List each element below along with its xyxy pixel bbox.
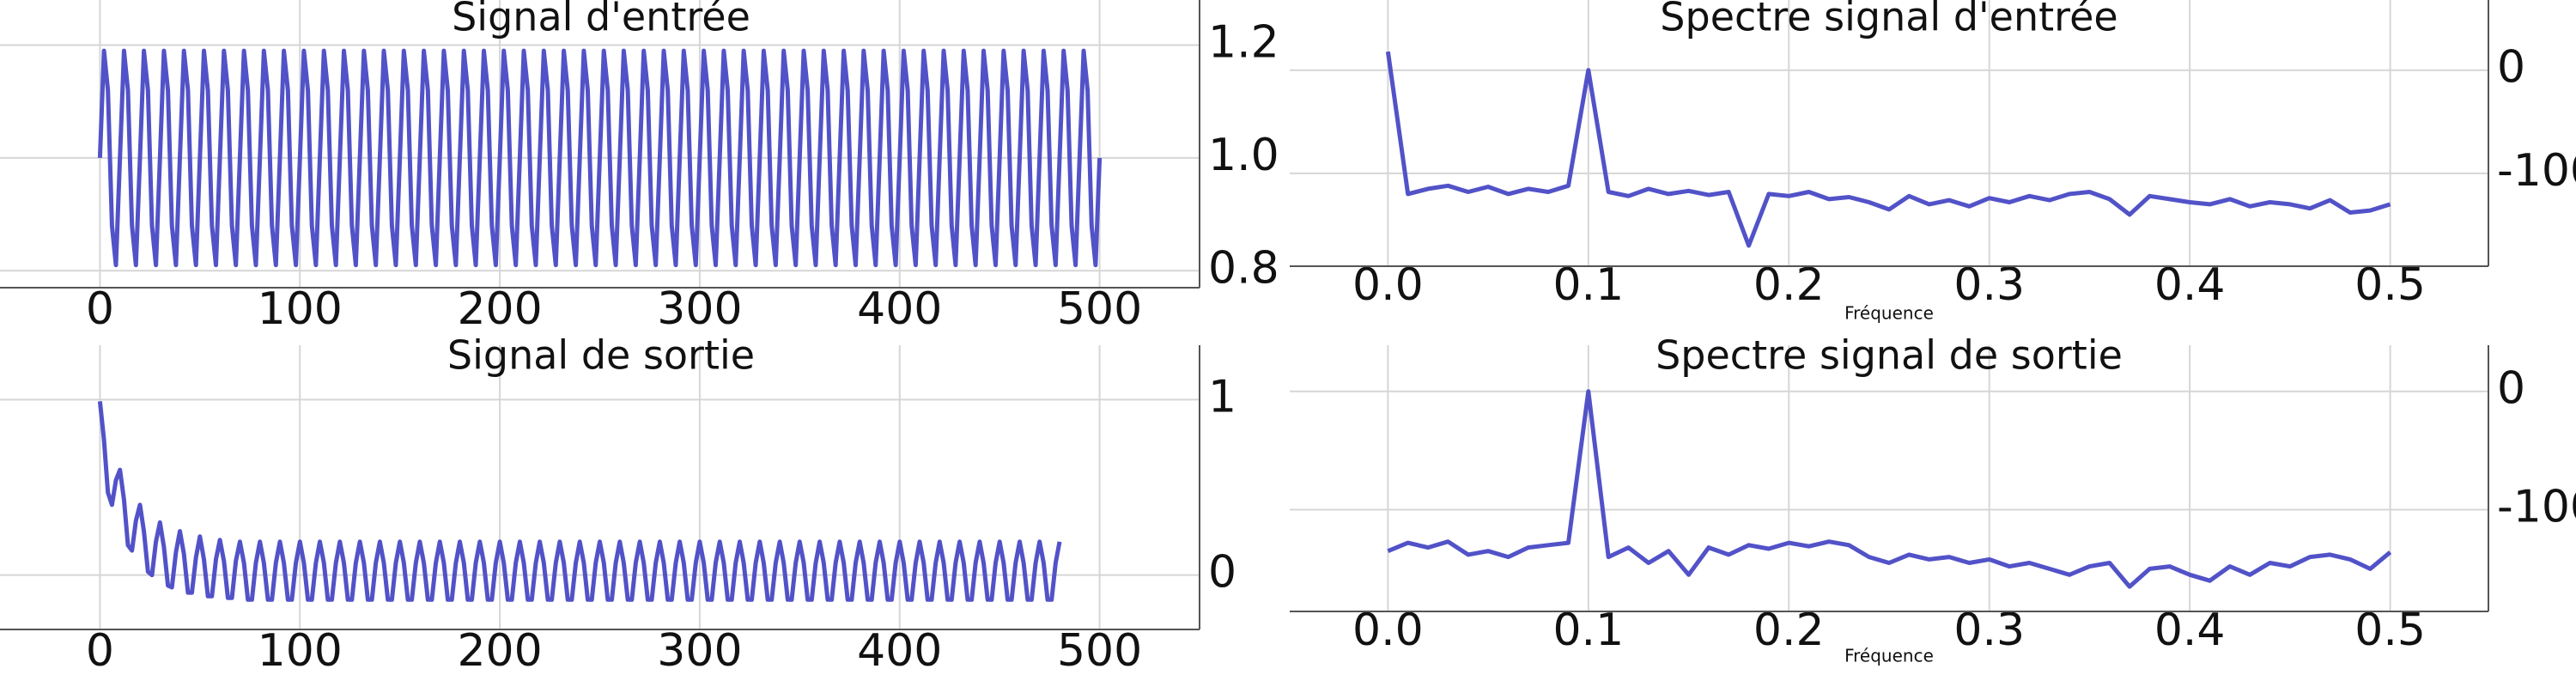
- y-tick-label: 0: [2497, 42, 2525, 94]
- y-tick-label: 1.0: [1208, 130, 1279, 181]
- x-tick-label: 200: [457, 283, 542, 335]
- x-tick-label: 0.2: [1753, 259, 1825, 311]
- plot-area: [1290, 345, 2488, 611]
- signal-line: [1387, 389, 2392, 589]
- x-axis-label: Fréquence: [1844, 303, 1934, 324]
- signal-line: [97, 48, 1103, 268]
- y-tick-label: 0: [1208, 547, 1236, 599]
- x-tick-label: 100: [258, 625, 343, 677]
- x-tick-label: 0.5: [2354, 259, 2426, 311]
- y-tick-label: -100: [2497, 482, 2576, 533]
- chart-title: Signal d'entrée: [452, 0, 750, 40]
- x-tick-label: 0.2: [1753, 605, 1825, 656]
- panel: 0 100 200 300 400 500 0.8 1.0 1.2 Signal d'entrée: [0, 0, 1279, 335]
- x-axis-label: Fréquence: [1844, 646, 1934, 666]
- x-tick-label: 0: [86, 283, 114, 335]
- x-tick-label: 400: [857, 625, 942, 677]
- y-tick-label: 1: [1208, 371, 1236, 423]
- panel: 0.0 0.1 0.2 0.3 0.4 0.5 -100 0 Spectre signal d'…: [1290, 0, 2576, 324]
- x-tick-label: 300: [657, 283, 742, 335]
- chart-title: Signal de sortie: [447, 332, 755, 379]
- y-tick-label: -100: [2497, 145, 2576, 197]
- x-tick-label: 0.0: [1352, 605, 1424, 656]
- panel: 0 100 200 300 400 500 0 1 Signal de sortie: [0, 332, 1236, 677]
- x-tick-label: 0.1: [1552, 605, 1624, 656]
- x-tick-label: 0.5: [2354, 605, 2426, 656]
- x-tick-label: 0.1: [1552, 259, 1624, 311]
- y-tick-label: 0.8: [1208, 242, 1279, 294]
- chart-title: Spectre signal de sortie: [1656, 332, 2123, 379]
- x-tick-label: 0.3: [1953, 605, 2025, 656]
- x-tick-label: 100: [258, 283, 343, 335]
- x-tick-label: 0.4: [2154, 259, 2226, 311]
- x-tick-label: 0.0: [1352, 259, 1424, 311]
- x-tick-label: 500: [1057, 625, 1142, 677]
- x-tick-label: 200: [457, 625, 542, 677]
- plot-area: [1290, 0, 2488, 266]
- signal-line: [1385, 51, 2391, 248]
- plot-area: [0, 345, 1200, 629]
- x-tick-label: 0.4: [2154, 605, 2226, 656]
- x-tick-label: 0.3: [1953, 259, 2025, 311]
- x-tick-label: 500: [1057, 283, 1142, 335]
- y-tick-label: 1.2: [1208, 17, 1279, 69]
- x-tick-label: 400: [857, 283, 942, 335]
- x-tick-label: 0: [86, 625, 114, 677]
- panel: 0.0 0.1 0.2 0.3 0.4 0.5 -100 0 Spectre signal de…: [1290, 332, 2576, 666]
- signal-line: [97, 401, 1062, 602]
- y-tick-label: 0: [2497, 363, 2525, 415]
- x-tick-label: 300: [657, 625, 742, 677]
- chart-title: Spectre signal d'entrée: [1660, 0, 2117, 40]
